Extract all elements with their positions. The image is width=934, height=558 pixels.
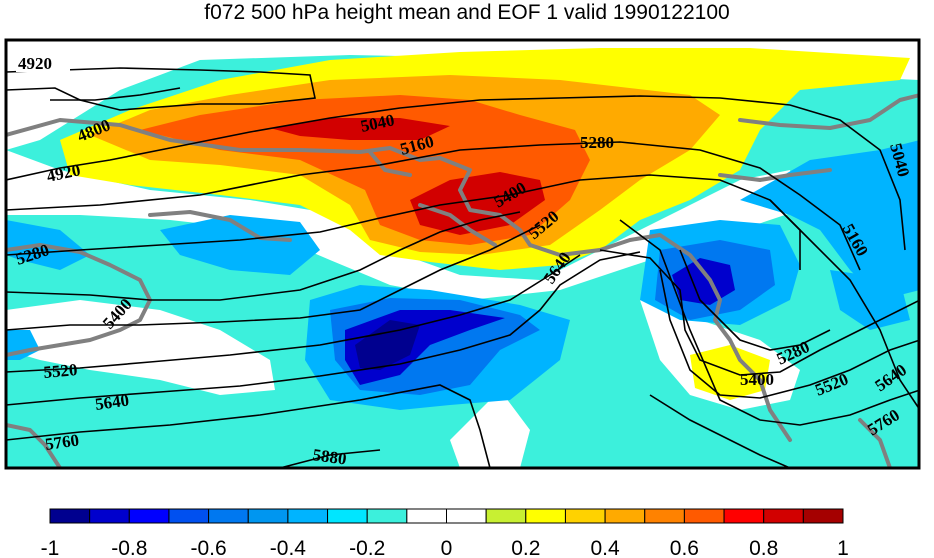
contour-label: 5640 xyxy=(94,390,130,414)
colorbar-box xyxy=(128,508,170,524)
colorbar-box xyxy=(802,508,844,524)
colorbar-box xyxy=(564,508,606,524)
contour-label: 5880 xyxy=(311,445,347,469)
colorbar-box xyxy=(89,508,130,524)
colorbar-box xyxy=(446,508,487,524)
contour-label: 5280 xyxy=(580,133,614,152)
colorbar-box xyxy=(287,508,329,524)
colorbar-box xyxy=(49,508,91,524)
colorbar-tick-label: 0.2 xyxy=(511,537,540,558)
colorbar-tick-label: -1 xyxy=(41,537,60,558)
map-plot: 4920 4800 4920 5040 5160 5280 5400 5520 … xyxy=(4,38,921,470)
height-contours xyxy=(6,67,919,468)
colorbar-box xyxy=(763,508,804,524)
colorbar-tick-label: 0.4 xyxy=(590,537,620,558)
colorbar-tick-label: 0 xyxy=(441,537,453,558)
colorbar-boxes xyxy=(49,508,844,524)
colorbar-box xyxy=(247,508,289,524)
contour-label: 5400 xyxy=(740,370,774,389)
chart-title: f072 500 hPa height mean and EOF 1 valid… xyxy=(204,1,730,24)
contour-label: 5520 xyxy=(43,360,79,382)
colorbar-box xyxy=(406,508,448,524)
colorbar-tick-labels: -1 -0.8 -0.6 -0.4 -0.2 0 0.2 0.4 0.6 0.8 1 xyxy=(41,537,849,558)
colorbar-box xyxy=(644,508,685,524)
colorbar-tick-label: 1 xyxy=(837,537,849,558)
colorbar-box xyxy=(485,508,527,524)
colorbar-box xyxy=(604,508,646,524)
colorbar-box xyxy=(525,508,566,524)
colorbar-box xyxy=(208,508,249,524)
contour-label: 4920 xyxy=(18,54,52,73)
colorbar-tick-label: -0.2 xyxy=(349,537,385,558)
colorbar-box xyxy=(723,508,765,524)
colorbar-box xyxy=(366,508,408,524)
plot-frame xyxy=(4,38,921,470)
colorbar-tick-label: 0.8 xyxy=(749,537,778,558)
colorbar-box xyxy=(683,508,725,524)
colorbar-tick-label: -0.6 xyxy=(191,537,227,558)
colorbar-tick-label: 0.6 xyxy=(670,537,699,558)
colorbar-tick-label: -0.4 xyxy=(270,537,307,558)
colorbar-tick-label: -0.8 xyxy=(111,537,147,558)
positive-core-regions xyxy=(270,118,545,235)
negative-core-regions xyxy=(355,320,420,370)
contour-label: 5760 xyxy=(44,430,80,454)
colorbar-box xyxy=(327,508,368,524)
colorbar-box xyxy=(168,508,210,524)
